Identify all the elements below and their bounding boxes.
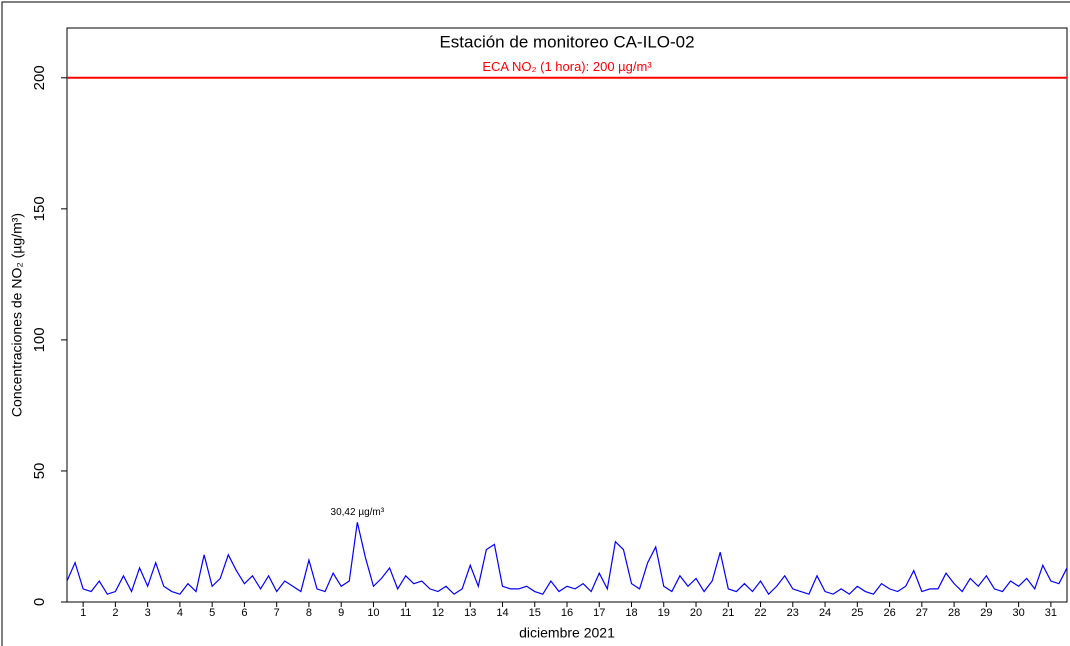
x-tick-label: 16 <box>561 607 573 619</box>
y-tick-label: 200 <box>31 65 48 90</box>
x-tick-label: 2 <box>112 607 118 619</box>
reference-label: ECA NO₂ (1 hora): 200 µg/m³ <box>482 59 652 74</box>
x-tick-label: 17 <box>593 607 605 619</box>
x-tick-label: 9 <box>338 607 344 619</box>
x-tick-label: 31 <box>1045 607 1057 619</box>
x-tick-label: 11 <box>400 607 411 619</box>
x-tick-label: 13 <box>464 607 476 619</box>
y-axis-label: Concentraciones de NO₂ (µg/m³) <box>9 213 25 417</box>
x-tick-label: 5 <box>209 607 215 619</box>
y-tick-label: 50 <box>31 463 48 480</box>
x-tick-label: 28 <box>948 607 960 619</box>
y-tick-label: 150 <box>31 196 48 221</box>
x-tick-label: 22 <box>754 607 766 619</box>
x-tick-label: 30 <box>1012 607 1024 619</box>
x-tick-label: 29 <box>980 607 992 619</box>
x-tick-label: 24 <box>819 607 831 619</box>
x-tick-label: 15 <box>529 607 541 619</box>
x-tick-label: 27 <box>916 607 928 619</box>
x-tick-label: 7 <box>274 607 280 619</box>
x-tick-label: 6 <box>241 607 247 619</box>
x-tick-label: 21 <box>722 607 734 619</box>
x-tick-label: 25 <box>851 607 863 619</box>
plot-frame <box>66 27 1068 603</box>
y-tick-label: 100 <box>31 327 48 352</box>
x-tick-label: 1 <box>80 607 86 619</box>
chart-title: Estación de monitoreo CA-ILO-02 <box>439 32 694 51</box>
x-tick-label: 14 <box>496 607 508 619</box>
x-tick-label: 10 <box>367 607 379 619</box>
x-tick-label: 12 <box>432 607 444 619</box>
value-label: 30,42 µg/m³ <box>331 507 385 518</box>
series-line <box>66 522 1068 596</box>
x-tick-label: 19 <box>658 607 670 619</box>
x-tick-label: 23 <box>787 607 799 619</box>
x-tick-label: 3 <box>145 607 151 619</box>
x-tick-label: 20 <box>690 607 702 619</box>
y-tick-label: 0 <box>31 598 48 606</box>
x-tick-label: 26 <box>883 607 895 619</box>
x-axis-label: diciembre 2021 <box>519 625 615 641</box>
x-tick-label: 18 <box>625 607 637 619</box>
x-tick-label: 8 <box>306 607 312 619</box>
x-tick-label: 4 <box>177 607 183 619</box>
